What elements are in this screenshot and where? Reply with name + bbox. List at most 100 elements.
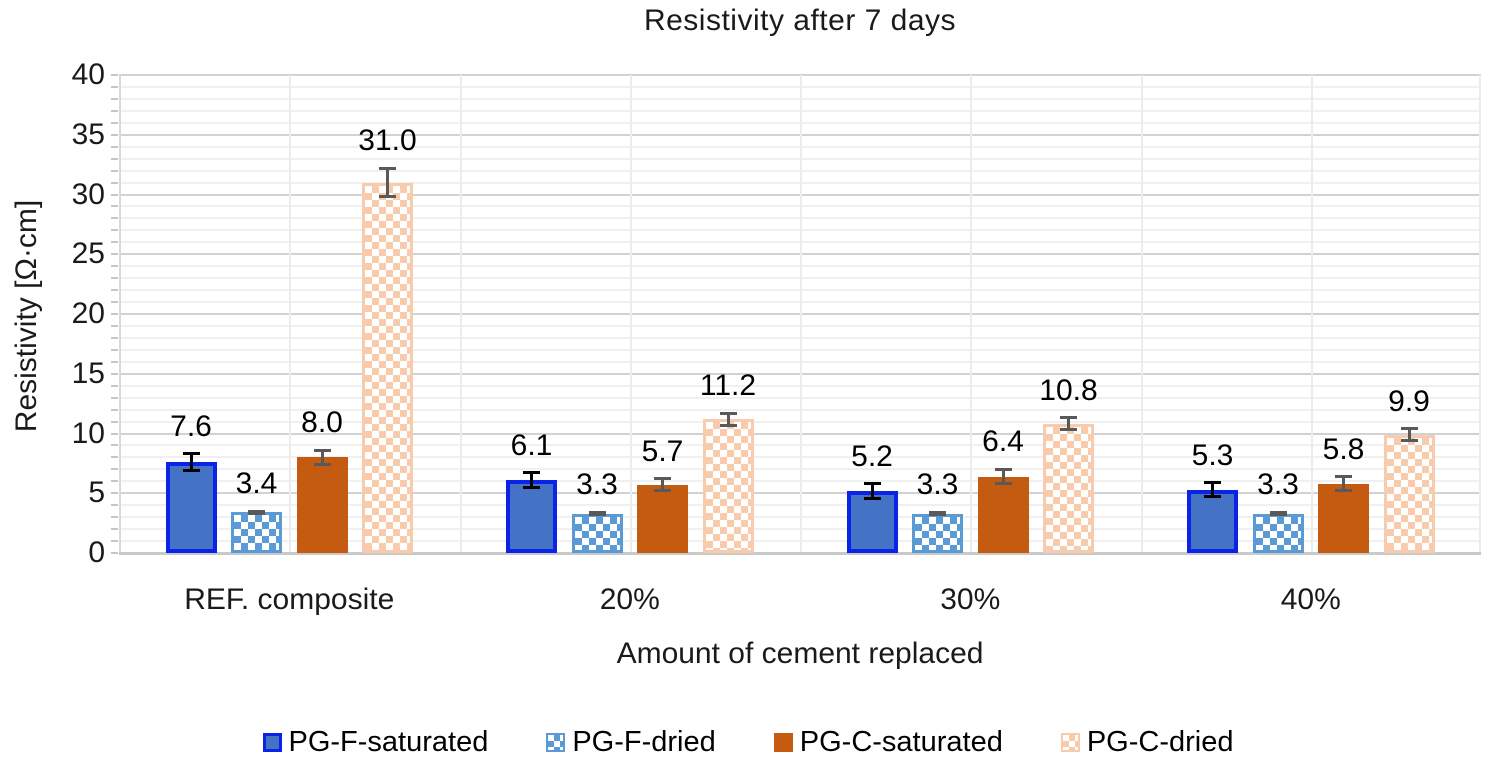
data-label: 11.2 [699,369,757,403]
error-bar-cap [1269,513,1287,517]
y-tick-mark [111,528,118,531]
legend: PG-F-saturated PG-F-dried PG-C-saturated PG… [0,726,1496,759]
data-label: 8.0 [301,406,343,440]
y-tick-mark [111,552,118,554]
legend-swatch-PG-C-saturated [773,733,793,752]
error-bar-cap [1400,427,1418,431]
x-tick-label: REF. composite [184,583,395,616]
error-bar [870,483,874,499]
error-bar-cap [654,489,671,493]
error-bar [1067,417,1070,430]
data-label: 9.9 [1388,384,1430,418]
error-bar [1001,469,1005,484]
y-tick-label: 10 [71,416,105,450]
y-tick-mark [111,444,118,447]
y-tick-mark [111,169,118,172]
data-label: 6.4 [982,425,1024,459]
error-bar-cap [863,482,881,486]
data-label: 5.2 [851,439,893,473]
error-bar [320,450,324,465]
y-tick-mark [111,193,118,196]
data-label: 10.8 [1039,373,1098,407]
x-tick-label: 30% [940,583,1001,616]
legend-item-PG-C-saturated: PG-C-saturated [773,726,1003,759]
y-tick-mark [111,516,118,519]
y-tick-mark [111,265,118,268]
bar-PG-C-dried-20% [702,419,754,553]
y-tick-mark [111,253,118,256]
y-tick-mark [111,408,118,411]
x-axis-line [119,552,1481,555]
error-bar-cap [523,471,540,475]
error-bar [386,168,389,197]
legend-item-PG-C-dried: PG-C-dried [1060,726,1234,759]
y-tick-mark [111,217,118,220]
y-tick-mark [111,384,118,387]
error-bar [661,478,664,491]
data-label: 5.8 [1322,432,1365,466]
y-tick-mark [111,348,118,351]
error-bar-cap [1060,416,1077,420]
y-tick-mark [111,492,118,495]
y-tick-mark [111,74,118,76]
error-bar-cap [379,166,396,170]
y-tick-mark [111,468,118,471]
vertical-gridline [629,75,632,553]
error-bar-cap [994,482,1012,486]
y-tick-mark [111,372,118,375]
error-bar [1211,482,1214,497]
error-bar [726,413,730,426]
legend-item-PG-F-dried: PG-F-dried [546,726,716,759]
error-bar-cap [929,513,946,517]
error-bar-cap [379,195,396,199]
y-tick-label: 35 [71,117,105,151]
bar-PG-C-saturated-40% [1318,483,1369,553]
y-tick-label: 40 [71,58,105,91]
y-tick-mark [111,456,118,459]
error-bar-cap [654,477,671,481]
y-tick-mark [111,109,118,112]
plot-area: 7.6 6.1 5.2 5.3 3.4 3.3 3.3 3.3 8.0 5.7 6.4 5.8 31.0… [119,74,1481,555]
error-bar-cap [1204,481,1221,484]
legend-label: PG-F-dried [572,726,716,758]
y-tick-label: 20 [71,297,105,330]
x-tick-label: 40% [1280,583,1341,616]
bar-PG-F-dried-30% [912,513,963,553]
y-tick-mark [111,504,118,507]
error-bar-cap [523,485,540,489]
y-tick-mark [111,432,118,435]
y-tick-mark [111,157,118,160]
error-bar-cap [588,510,606,514]
data-label: 7.6 [170,409,212,443]
error-bar [530,472,533,488]
data-label: 3.4 [235,467,278,501]
y-tick-label: 0 [88,536,105,569]
bar-PG-C-dried-30% [1043,423,1094,553]
vertical-gridline [1140,75,1143,553]
vertical-gridline [800,75,802,553]
error-bar-cap [929,510,946,514]
y-tick-mark [111,360,118,363]
y-tick-mark [111,229,118,232]
bar-PG-C-saturated-20% [637,484,688,553]
data-label: 3.3 [576,468,618,502]
bar-PG-C-saturated-30% [977,476,1029,553]
error-bar-cap [248,509,265,513]
legend-label: PG-C-saturated [799,726,1003,758]
y-tick-label: 30 [71,177,105,211]
data-label: 31.0 [358,124,417,158]
vertical-gridline [289,75,292,553]
error-bar-cap [182,452,200,456]
error-bar [1407,428,1411,441]
y-tick-mark [111,301,118,304]
legend-label: PG-C-dried [1086,726,1234,758]
error-bar-cap [1269,510,1287,514]
error-bar-cap [182,469,200,473]
error-bar [189,453,193,471]
y-tick-mark [111,85,118,88]
y-tick-mark [111,480,118,483]
y-tick-mark [111,97,118,100]
error-bar-cap [719,411,737,415]
error-bar-cap [994,467,1012,471]
